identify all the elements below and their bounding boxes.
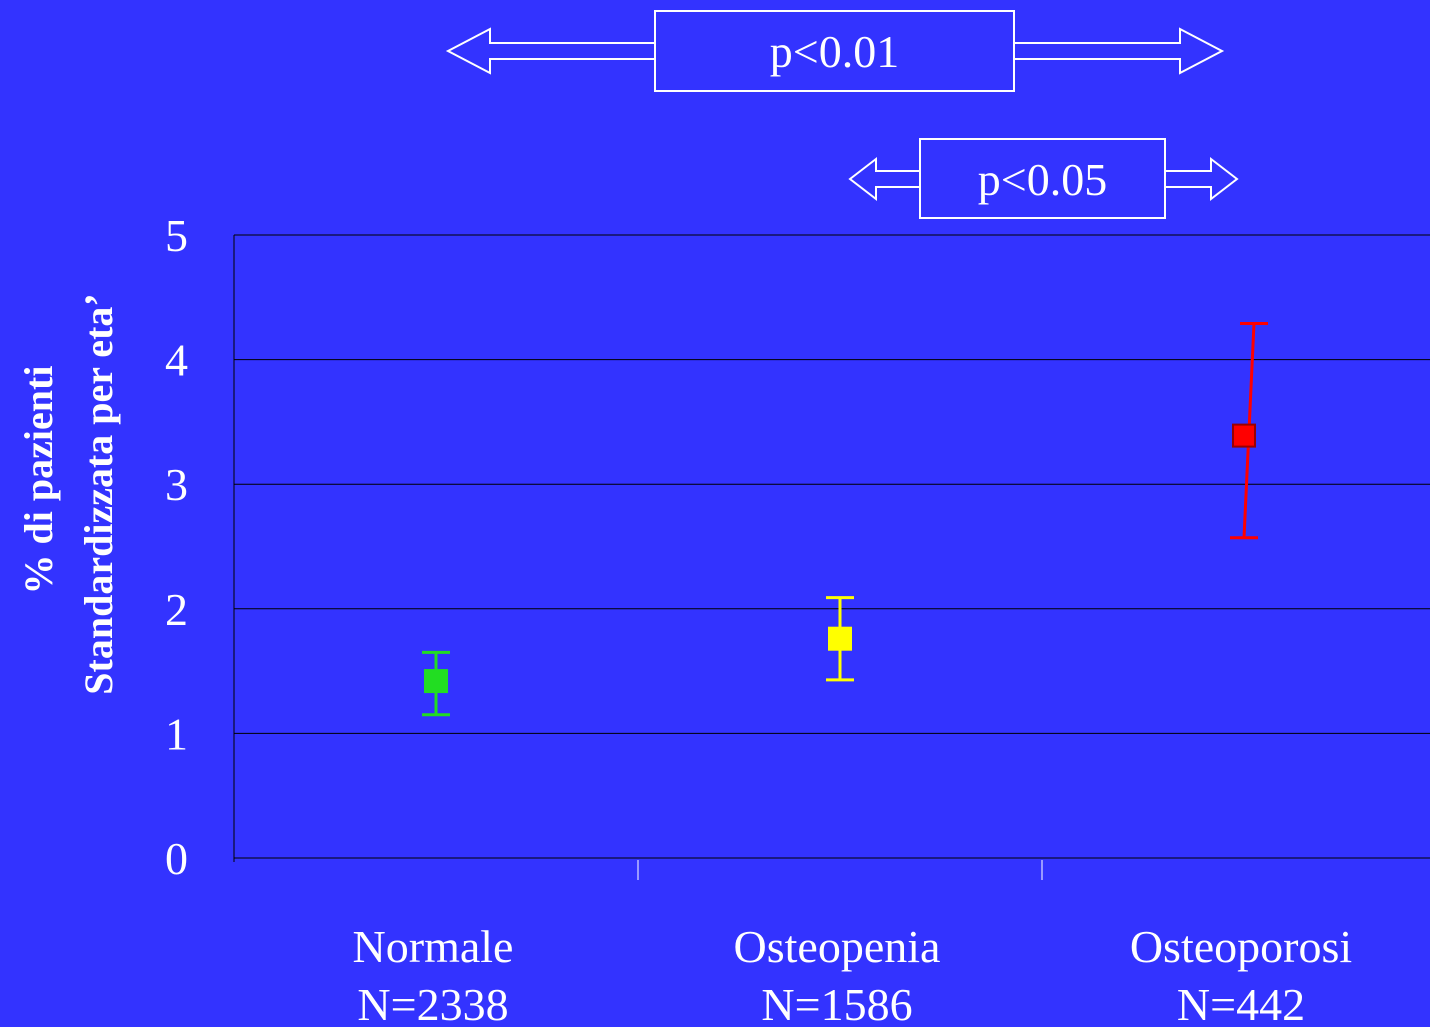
y-tick-label: 2 bbox=[165, 584, 188, 635]
sig-label: p<0.01 bbox=[770, 26, 899, 77]
sig-box bbox=[919, 138, 1166, 219]
category-label: Normale bbox=[353, 921, 514, 972]
y-tick-label: 0 bbox=[165, 833, 188, 884]
sig-arrow-left bbox=[445, 27, 656, 75]
y-tick-label: 3 bbox=[165, 459, 188, 510]
category-n-label: N=2338 bbox=[357, 979, 508, 1027]
category-label: Osteopenia bbox=[734, 921, 941, 972]
data-point-marker bbox=[424, 669, 448, 694]
data-point-marker bbox=[1232, 423, 1256, 448]
sig-arrow-left bbox=[848, 156, 921, 202]
category-label: Osteoporosi bbox=[1130, 921, 1352, 972]
y-tick-label: 5 bbox=[165, 210, 188, 261]
y-axis-label-line2: Standardizzata per eta’ bbox=[76, 293, 121, 694]
category-n-label: N=1586 bbox=[761, 979, 912, 1027]
sig-arrow-right bbox=[1164, 156, 1239, 202]
y-tick-label: 4 bbox=[165, 335, 188, 386]
category-n-label: N=442 bbox=[1177, 979, 1305, 1027]
y-tick-label: 1 bbox=[165, 708, 188, 759]
sig-box bbox=[654, 10, 1015, 92]
sig-label: p<0.05 bbox=[978, 154, 1107, 205]
data-point-marker bbox=[828, 626, 852, 651]
y-axis-label-line1: % di pazienti bbox=[16, 366, 61, 595]
sig-arrow-right bbox=[1013, 27, 1225, 75]
